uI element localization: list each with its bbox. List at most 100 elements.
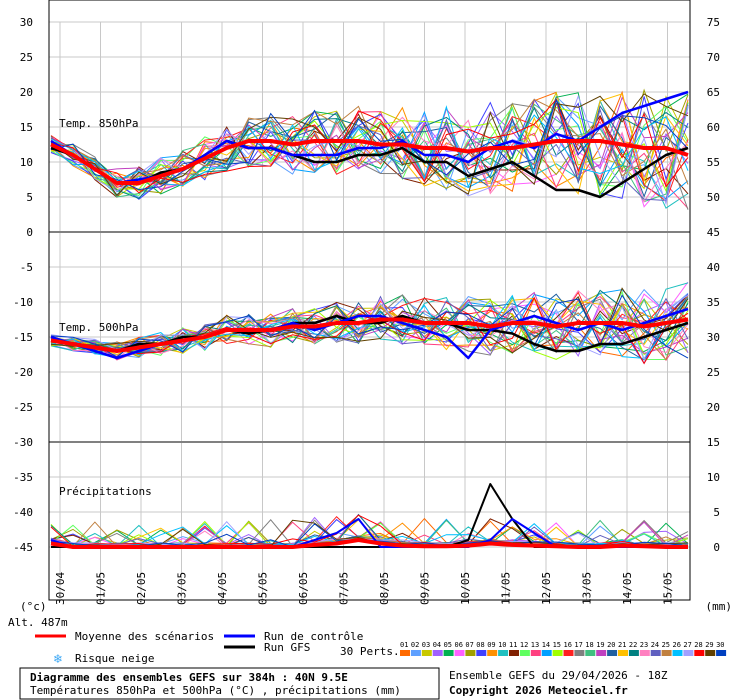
pert-number: 05 [444,641,452,649]
pert-500-line [50,294,689,359]
footer-subtitle: Températures 850hPa et 500hPa (°C) , pré… [30,684,401,697]
pert-swatch [476,650,487,656]
legend-gfs-label: Run GFS [264,641,310,654]
pert-swatch [432,650,443,656]
pert-swatch [443,650,454,656]
y-tick-label-left: 25 [20,51,33,64]
pert-number: 23 [640,641,648,649]
y-tick-label-left: -30 [13,436,33,449]
x-tick-label: 08/05 [378,572,391,605]
pert-swatch [530,650,541,656]
pert-swatch [661,650,672,656]
pert-850-line [50,96,689,200]
main-lines [50,90,689,549]
pert-number: 14 [542,641,550,649]
pert-swatch [618,650,628,656]
x-tick-label: 15/05 [662,572,675,605]
y-tick-label-left: 15 [20,121,33,134]
mean-850-line [50,139,689,185]
pert-swatch [672,650,683,656]
y-tick-label-right: 0 [713,541,720,554]
y-tick-label-right: 70 [707,51,720,64]
pert-850-line [50,93,689,197]
legend-perts-label: 30 Perts. [340,645,400,658]
mean-500-line [50,317,689,353]
pert-number: 15 [553,641,561,649]
right-axis-unit: (mm) [706,600,733,613]
y-tick-label-right: 60 [707,121,720,134]
pert-swatch [607,650,618,656]
pert-number: 08 [476,641,484,649]
y-tick-label-right: 30 [707,331,720,344]
x-tick-label: 03/05 [176,572,189,605]
x-tick-label: 30/04 [54,572,67,605]
x-tick-label: 02/05 [135,572,148,605]
pert-swatch [400,650,410,656]
pert-850-line [50,92,689,198]
y-tick-label-right: 50 [707,191,720,204]
plot-frame [48,0,691,601]
pert-850-line [50,98,689,191]
pert-number: 16 [564,641,572,649]
pert-number: 07 [465,641,473,649]
pert-swatch [563,650,574,656]
pert-number: 17 [574,641,582,649]
pert-850-line [50,110,689,187]
y-tick-label-right: 40 [707,261,720,274]
x-tick-label: 01/05 [95,572,108,605]
pert-850-line [50,98,689,194]
left-axis-unit: (°c) [20,600,47,613]
pert-swatch [487,650,498,656]
footer-run: Ensemble GEFS du 29/04/2026 - 18Z [449,669,668,682]
y-tick-label-right: 35 [707,296,720,309]
pert-swatch [465,650,476,656]
x-tick-label: 11/05 [500,572,513,605]
x-tick-label: 07/05 [338,572,351,605]
legend-snow-label: Risque neige [75,652,154,665]
y-tick-label-left: -10 [13,296,33,309]
perturbation-legend: 01 02 03 04 05 06 07 08 09 10 11 12 13 14 15 16 17 18 19 20… [400,641,727,656]
pert-swatch [421,650,432,656]
chart-grid [49,21,690,600]
pert-swatch [454,650,465,656]
y-tick-label-right: 55 [707,156,720,169]
pert-swatch [574,650,585,656]
y-tick-label-right: 75 [707,16,720,29]
pert-number: 18 [585,641,593,649]
x-tick-label: 05/05 [257,572,270,605]
pert-number: 01 [400,641,408,649]
y-tick-label-left: 30 [20,16,33,29]
y-tick-label-left: 10 [20,156,33,169]
pert-number: 12 [520,641,528,649]
pert-swatch [541,650,552,656]
pert-number: 22 [629,641,637,649]
gfs-850-line [50,139,689,199]
mean-precip-line [50,538,688,549]
panel-label-850: Temp. 850hPa [59,117,138,130]
y-tick-label-left: -25 [13,401,33,414]
pert-number: 20 [607,641,615,649]
pert-swatch [498,650,509,656]
pert-number: 24 [651,641,659,649]
pert-number: 25 [662,641,670,649]
pert-swatch [596,650,607,656]
pert-number: 03 [422,641,430,649]
y-tick-label-left: 5 [26,191,33,204]
footer-box [19,667,440,700]
y-tick-label-right: 45 [707,226,720,239]
y-tick-label-left: -20 [13,366,33,379]
pert-number: 02 [411,641,419,649]
pert-swatch [683,650,694,656]
legend-control-label: Run de contrôle [264,630,363,643]
pert-number: 30 [716,641,724,649]
pert-number: 13 [531,641,539,649]
y-tick-label-left: -45 [13,541,33,554]
y-tick-label-right: 5 [713,506,720,519]
pert-number: 10 [498,641,506,649]
y-tick-label-left: -35 [13,471,33,484]
y-tick-label-right: 15 [707,436,720,449]
x-tick-label: 13/05 [581,572,594,605]
snowflake-icon: ❄ [53,652,63,666]
